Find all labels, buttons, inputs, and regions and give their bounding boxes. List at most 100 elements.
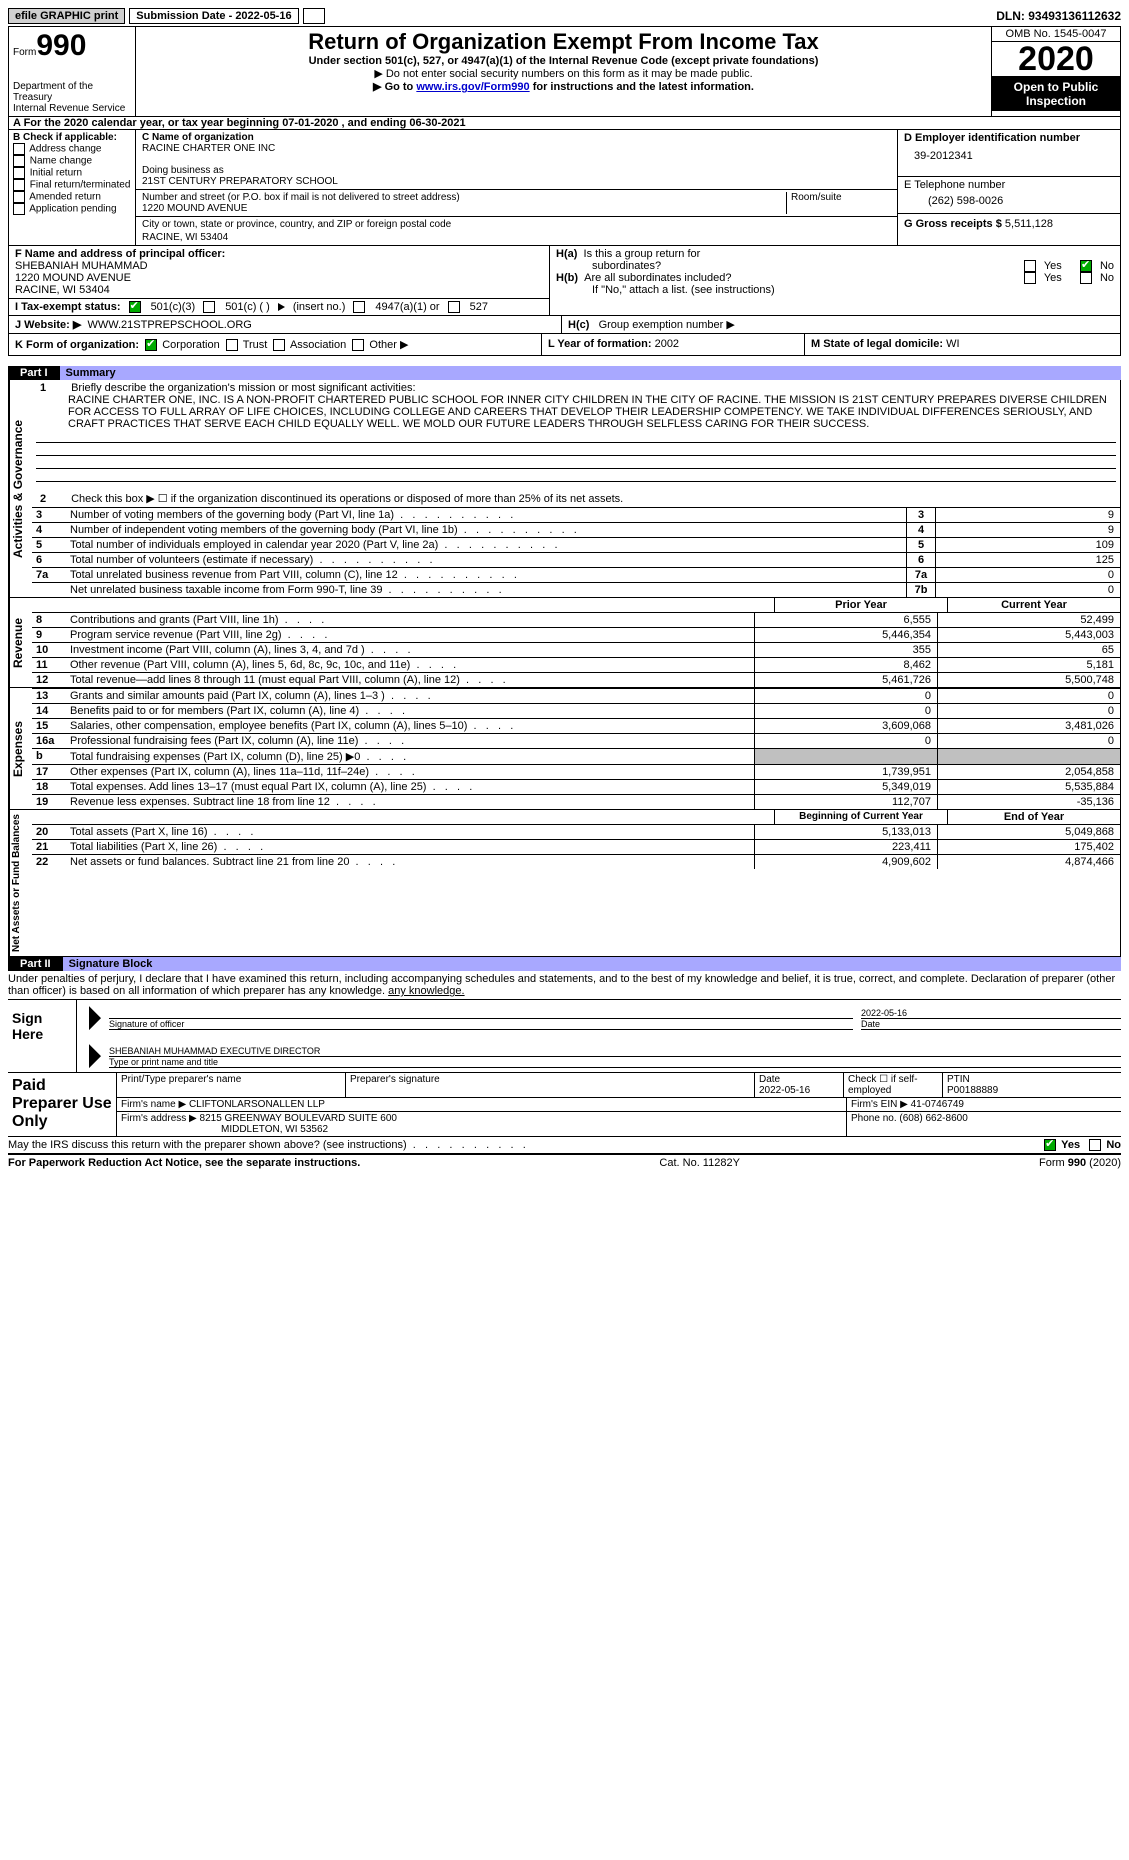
ha-text: Is this a group return for (584, 248, 701, 260)
discuss-yes[interactable] (1044, 1139, 1056, 1151)
check-b-item[interactable]: Name change (13, 155, 131, 167)
k-other[interactable] (352, 339, 364, 351)
check-b-item[interactable]: Amended return (13, 191, 131, 203)
fin-row: 14Benefits paid to or for members (Part … (32, 703, 1120, 718)
form-number: Form990 (13, 29, 131, 63)
mission-text: RACINE CHARTER ONE, INC. IS A NON-PROFIT… (36, 394, 1116, 430)
ptin: P00188889 (947, 1085, 998, 1096)
end-year-hdr: End of Year (947, 810, 1120, 824)
part2-header: Part II Signature Block (8, 957, 1121, 971)
prep-name-label: Print/Type preparer's name (117, 1073, 346, 1097)
check-527[interactable] (448, 301, 460, 313)
form-container: Form990 Department of the Treasury Inter… (8, 26, 1121, 356)
l1-num: 1 (36, 382, 68, 394)
beg-year-hdr: Beginning of Current Year (774, 810, 947, 824)
dba-label: Doing business as (142, 165, 224, 176)
fin-row: 20Total assets (Part X, line 16)5,133,01… (32, 824, 1120, 839)
k-assoc[interactable] (273, 339, 285, 351)
addr-label: Number and street (or P.O. box if mail i… (142, 192, 460, 203)
arrow-icon (89, 1006, 101, 1030)
fin-row: bTotal fundraising expenses (Part IX, co… (32, 748, 1120, 764)
tax-year: 2020 (992, 42, 1120, 77)
dept: Department of the Treasury Internal Reve… (13, 81, 131, 114)
vert-expenses: Expenses (9, 688, 32, 809)
top-bar: efile GRAPHIC print Submission Date - 20… (8, 8, 1121, 24)
hb-no[interactable] (1080, 272, 1092, 284)
subtitle-1: Under section 501(c), 527, or 4947(a)(1)… (138, 55, 989, 67)
efile-btn[interactable]: efile GRAPHIC print (8, 8, 125, 24)
gross-receipts: 5,511,128 (1005, 218, 1053, 230)
dln: DLN: 93493136112632 (996, 9, 1121, 23)
year-formation: 2002 (655, 338, 679, 350)
officer-addr1: 1220 MOUND AVENUE (15, 272, 131, 284)
fin-row: 18Total expenses. Add lines 13–17 (must … (32, 779, 1120, 794)
phone: (262) 598-0026 (928, 195, 1114, 207)
vert-revenue: Revenue (9, 598, 32, 687)
open-inspection: Open to Public Inspection (992, 77, 1120, 111)
row-a: A For the 2020 calendar year, or tax yea… (9, 117, 1120, 130)
perjury-text: Under penalties of perjury, I declare th… (8, 971, 1121, 999)
part1-header: Part I Summary (8, 366, 1121, 380)
type-name-label: Type or print name and title (109, 1056, 1121, 1067)
check-b-item[interactable]: Initial return (13, 167, 131, 179)
l2-text: Check this box ▶ ☐ if the organization d… (71, 493, 623, 505)
prep-date-label: Date (759, 1074, 780, 1085)
hc-text: Group exemption number ▶ (599, 319, 735, 331)
fin-row: 21Total liabilities (Part X, line 26)223… (32, 839, 1120, 854)
fin-row: 9Program service revenue (Part VIII, lin… (32, 627, 1120, 642)
summary-row: 6Total number of volunteers (estimate if… (32, 552, 1120, 567)
sign-date-label: Date (861, 1018, 1121, 1029)
summary-row: 7aTotal unrelated business revenue from … (32, 567, 1120, 582)
discuss-no[interactable] (1089, 1139, 1101, 1151)
check-b-item[interactable]: Address change (13, 143, 131, 155)
addr-val: 1220 MOUND AVENUE (142, 203, 247, 214)
firm-addr2: MIDDLETON, WI 53562 (221, 1124, 328, 1135)
spacer (303, 8, 325, 24)
i-label: I Tax-exempt status: (15, 301, 121, 313)
ha-no[interactable] (1080, 260, 1092, 272)
summary-row: Net unrelated business taxable income fr… (32, 582, 1120, 597)
k-corp[interactable] (145, 339, 157, 351)
c-label: C Name of organization (142, 132, 254, 143)
officer-addr2: RACINE, WI 53404 (15, 284, 110, 296)
fin-row: 16aProfessional fundraising fees (Part I… (32, 733, 1120, 748)
ha: H(a) (556, 248, 577, 260)
current-year-hdr: Current Year (947, 598, 1120, 612)
summary-row: 3Number of voting members of the governi… (32, 507, 1120, 522)
e-label: E Telephone number (904, 179, 1005, 191)
hb-note: If "No," attach a list. (see instruction… (592, 284, 1114, 296)
firm-addr-label: Firm's address ▶ (121, 1113, 197, 1124)
sign-date-val: 2022-05-16 (861, 1008, 907, 1018)
check-501c3[interactable] (129, 301, 141, 313)
m-label: M State of legal domicile: (811, 338, 943, 350)
prior-year-hdr: Prior Year (774, 598, 947, 612)
k-trust[interactable] (226, 339, 238, 351)
l-label: L Year of formation: (548, 338, 652, 350)
hb: H(b) (556, 272, 578, 284)
k-label: K Form of organization: (15, 339, 139, 351)
fin-row: 19Revenue less expenses. Subtract line 1… (32, 794, 1120, 809)
check-b-item[interactable]: Final return/terminated (13, 179, 131, 191)
check-501c[interactable] (203, 301, 215, 313)
check-4947[interactable] (353, 301, 365, 313)
fin-row: 15Salaries, other compensation, employee… (32, 718, 1120, 733)
submission-date: Submission Date - 2022-05-16 (129, 8, 298, 24)
domicile: WI (946, 338, 959, 350)
sig-officer-label: Signature of officer (109, 1018, 853, 1029)
city-label: City or town, state or province, country… (142, 219, 451, 230)
j-label: J Website: ▶ (15, 319, 81, 331)
paid-preparer: Paid Preparer Use Only (8, 1073, 117, 1136)
self-employed: Check ☐ if self-employed (844, 1073, 943, 1097)
hc: H(c) (568, 319, 589, 331)
arrow-icon (89, 1044, 101, 1068)
irs-link[interactable]: www.irs.gov/Form990 (416, 81, 529, 93)
l1-text: Briefly describe the organization's miss… (71, 382, 415, 394)
firm-addr1: 8215 GREENWAY BOULEVARD SUITE 600 (200, 1113, 397, 1124)
check-b-item[interactable]: Application pending (13, 203, 131, 215)
ha-yes[interactable] (1024, 260, 1036, 272)
prep-date: 2022-05-16 (759, 1085, 810, 1096)
vert-net: Net Assets or Fund Balances (9, 810, 32, 956)
hb-yes[interactable] (1024, 272, 1036, 284)
footer-right: Form 990 (2020) (1039, 1157, 1121, 1169)
firm-phone: Phone no. (608) 662-8600 (847, 1112, 1121, 1136)
